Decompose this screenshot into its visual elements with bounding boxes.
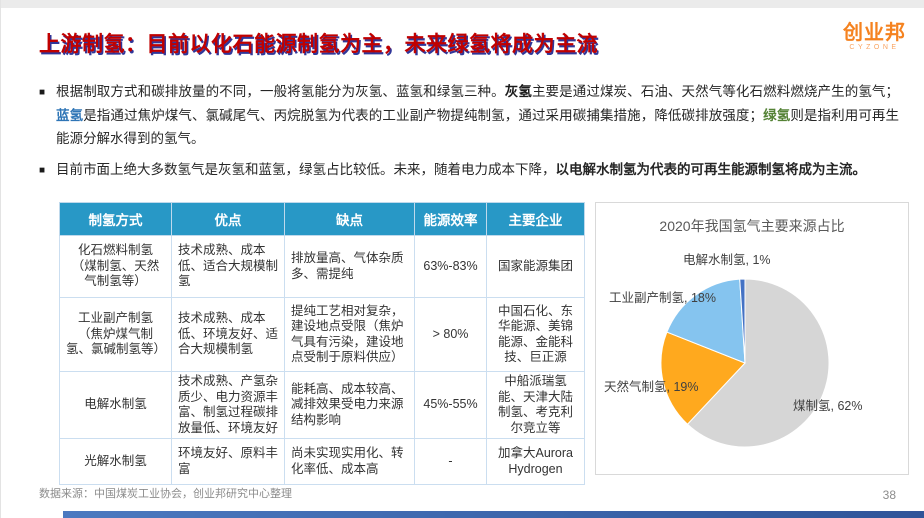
page-title: 上游制氢：目前以化石能源制氢为主，未来绿氢将成为主流: [39, 33, 598, 56]
column-header: 主要企业: [486, 202, 585, 236]
page-number: 38: [882, 488, 896, 502]
pie-slice-电解水制氢: [739, 278, 746, 364]
table-cell: 63%-83%: [414, 235, 487, 298]
table-row: 工业副产制氢（焦炉煤气制氢、氯碱制氢等） 技术成熟、成本低、环境友好、适合大规模制…: [59, 297, 585, 372]
table-cell: 技术成熟、成本低、环境友好、适合大规模制氢: [171, 297, 285, 372]
hydrogen-methods-table-wrap: 制氢方式 优点 缺点 能源效率 主要企业 化石燃料制氢（煤制氢、天然气制氢等）技…: [59, 202, 585, 485]
text-segment: 则是指利用可再生能源分解水得到的氢气。: [56, 107, 900, 147]
cyzone-logo: 创业邦 CYZONE: [843, 22, 906, 51]
column-header: 制氢方式: [59, 202, 172, 236]
table-cell: > 80%: [414, 297, 487, 372]
table-cell: 45%-55%: [414, 371, 487, 439]
column-header: 优点: [171, 202, 285, 236]
text-segment: 根据制取方式和碳排放量的不同，一般将氢能分为灰氢、蓝氢和绿氢三种。: [56, 84, 505, 99]
text-segment: 主要是通过煤炭、石油、天然气等化石燃料燃烧产生的氢气；: [531, 84, 900, 99]
table-cell: -: [414, 438, 487, 485]
table-cell: 提纯工艺相对复杂，建设地点受限（焦炉气具有污染，建设地点受制于原料供应）: [284, 297, 415, 372]
table-cell: 中国石化、东华能源、美锦能源、金能科技、巨正源: [486, 297, 585, 372]
bullet-item: ■ 根据制取方式和碳排放量的不同，一般将氢能分为灰氢、蓝氢和绿氢三种。灰氢主要是…: [39, 80, 899, 151]
table-cell: 光解水制氢: [59, 438, 172, 485]
text-segment: 目前市面上绝大多数氢气是灰氢和蓝氢，绿氢占比较低。未来，随着电力成本下降，: [56, 161, 556, 177]
pie-chart-panel: 2020年我国氢气主要来源占比 煤制氢, 62% 天然气制氢, 19% 工业副产制氢…: [595, 202, 909, 475]
bullet-text: 目前市面上绝大多数氢气是灰氢和蓝氢，绿氢占比较低。未来，随着电力成本下降，以电解…: [56, 162, 866, 177]
logo-subtext: CYZONE: [849, 44, 900, 51]
table-row: 电解水制氢 技术成熟、产氢杂质少、电力资源丰富、制氢过程碳排放量低、环境友好 能耗高…: [59, 371, 585, 439]
text-segment: 灰氢: [504, 84, 532, 99]
pie-data-label: 天然气制氢, 19%: [604, 380, 699, 394]
table-cell: 能耗高、成本较高、减排效果受电力来源结构影响: [284, 371, 415, 439]
table-cell: 排放量高、气体杂质多、需提纯: [284, 235, 415, 298]
column-header: 能源效率: [414, 202, 487, 236]
table-cell: 技术成熟、成本低、适合大规模制氢: [171, 235, 285, 298]
bullet-text: 根据制取方式和碳排放量的不同，一般将氢能分为灰氢、蓝氢和绿氢三种。灰氢主要是通过…: [56, 84, 899, 146]
pie-data-label: 电解水制氢, 1%: [683, 253, 771, 267]
table-cell: 国家能源集团: [486, 235, 585, 298]
hydrogen-methods-table: 制氢方式 优点 缺点 能源效率 主要企业 化石燃料制氢（煤制氢、天然气制氢等）技…: [59, 202, 585, 485]
text-segment: 蓝氢: [56, 107, 84, 123]
table-header-row: 制氢方式 优点 缺点 能源效率 主要企业: [59, 202, 585, 236]
bullet-item: ■ 目前市面上绝大多数氢气是灰氢和蓝氢，绿氢占比较低。未来，随着电力成本下降，以…: [39, 158, 899, 182]
table-cell: 工业副产制氢（焦炉煤气制氢、氯碱制氢等）: [59, 297, 172, 372]
table-cell: 中船派瑞氢能、天津大陆制氢、考克利尔竞立等: [486, 371, 585, 439]
text-segment: 绿氢: [763, 107, 791, 123]
column-header: 缺点: [284, 202, 415, 236]
table-cell: 尚未实现实用化、转化率低、成本高: [284, 438, 415, 485]
pie-slice-工业副产制氢: [666, 278, 746, 364]
table-row: 光解水制氢 环境友好、原料丰富 尚未实现实用化、转化率低、成本高 - 加拿大Aurora…: [59, 438, 585, 485]
pie-chart: 煤制氢, 62% 天然气制氢, 19% 工业副产制氢, 18% 电解水制氢, 1%: [596, 203, 908, 474]
logo-text: 创业邦: [843, 22, 906, 44]
pie-chart-svg: [660, 278, 830, 448]
pie-slice-煤制氢: [686, 278, 830, 448]
body-text: ■ 根据制取方式和碳排放量的不同，一般将氢能分为灰氢、蓝氢和绿氢三种。灰氢主要是…: [39, 80, 899, 188]
bullet-square-icon: ■: [39, 164, 46, 176]
table-cell: 环境友好、原料丰富: [171, 438, 285, 485]
table-cell: 加拿大Aurora Hydrogen: [486, 438, 585, 485]
data-source-note: 数据来源：中国煤炭工业协会，创业邦研究中心整理: [39, 488, 292, 500]
table-cell: 电解水制氢: [59, 371, 172, 439]
top-edge-strip: [1, 0, 924, 8]
footer-accent-bar: [63, 511, 924, 518]
text-segment: 是指通过焦炉煤气、氯碱尾气、丙烷脱氢为代表的工业副产物提纯制氢，通过采用碳捕集措…: [83, 107, 764, 123]
pie-data-label: 煤制氢, 62%: [793, 399, 863, 413]
pie-data-label: 工业副产制氢, 18%: [609, 291, 716, 305]
bullet-square-icon: ■: [39, 87, 46, 98]
table-cell: 化石燃料制氢（煤制氢、天然气制氢等）: [59, 235, 172, 298]
table-row: 化石燃料制氢（煤制氢、天然气制氢等） 技术成熟、成本低、适合大规模制氢 排放量高、气…: [59, 235, 585, 298]
chart-title: 2020年我国氢气主要来源占比: [659, 218, 845, 234]
table-cell: 技术成熟、产氢杂质少、电力资源丰富、制氢过程碳排放量低、环境友好: [171, 371, 285, 439]
text-segment: 以电解水制氢为代表的可再生能源制氢将成为主流。: [555, 161, 867, 177]
